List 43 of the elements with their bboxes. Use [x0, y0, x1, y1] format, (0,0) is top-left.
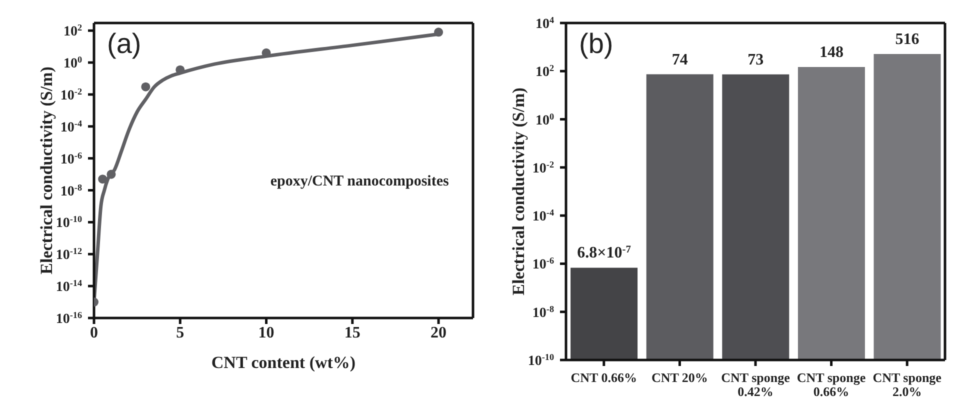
x-tick-label: CNT 20%: [651, 370, 708, 385]
x-tick-label: CNT sponge 0.42%: [721, 370, 790, 399]
y-tick-label: 10$^{-12}$: [56, 246, 82, 264]
x-axis-title: CNT content (wt%): [211, 353, 356, 372]
y-tick-label: 10$^{-10}$: [56, 214, 82, 232]
y-tick-label: 10$^{-6}$: [60, 150, 82, 168]
y-tick-label: 10$^{-8}$: [60, 182, 82, 200]
y-tick-label: 10$^{0}$: [535, 111, 554, 128]
y-axis-title: Electrical conductivity (S/m): [509, 88, 528, 296]
data-label: 74: [672, 51, 688, 68]
annotation: epoxy/CNT nanocomposites: [270, 173, 450, 190]
point: [434, 28, 444, 37]
x-tick-label: CNT 0.66%: [570, 370, 638, 385]
data-label: 6.8×10$^{-7}$: [577, 244, 631, 262]
y-tick-label: 10$^{2}$: [63, 22, 82, 40]
y-tick-label: 10$^{-6}$: [532, 256, 554, 273]
x-tick-label: 20: [430, 324, 447, 342]
y-axis-title: Electrical conductivity (S/m): [37, 66, 56, 274]
x-tick-label: 0: [90, 324, 98, 342]
y-tick-label: 10$^{4}$: [535, 15, 554, 32]
x-tick-label: 5: [176, 324, 184, 342]
y-tick-label: 10$^{-4}$: [532, 208, 554, 225]
x-tick-label: CNT sponge 2.0%: [872, 370, 942, 399]
x-tick-label: 15: [344, 324, 360, 342]
y-tick-label: 10$^{-8}$: [532, 304, 554, 321]
point: [141, 82, 150, 92]
y-tick-label: 10$^{-10}$: [528, 352, 554, 369]
chart-title: (a): [107, 28, 142, 59]
chart-title: (b): [579, 28, 614, 59]
y-tick-label: 10$^{0}$: [63, 54, 82, 72]
x-tick-label: CNT sponge 0.66%: [796, 370, 866, 399]
y-tick-label: 10$^{-2}$: [532, 159, 554, 176]
y-tick-label: 10$^{-2}$: [60, 86, 82, 104]
data-label: 516: [895, 30, 920, 48]
data-label: 73: [748, 51, 764, 68]
data-label: 148: [819, 44, 844, 62]
y-tick-label: 10$^{-16}$: [56, 310, 82, 327]
x-tick-label: 10: [258, 324, 274, 342]
y-tick-label: 10$^{2}$: [535, 63, 554, 80]
y-tick-label: 10$^{-4}$: [60, 118, 82, 136]
point: [98, 174, 108, 184]
y-tick-label: 10$^{-14}$: [56, 278, 82, 296]
point: [106, 170, 116, 179]
